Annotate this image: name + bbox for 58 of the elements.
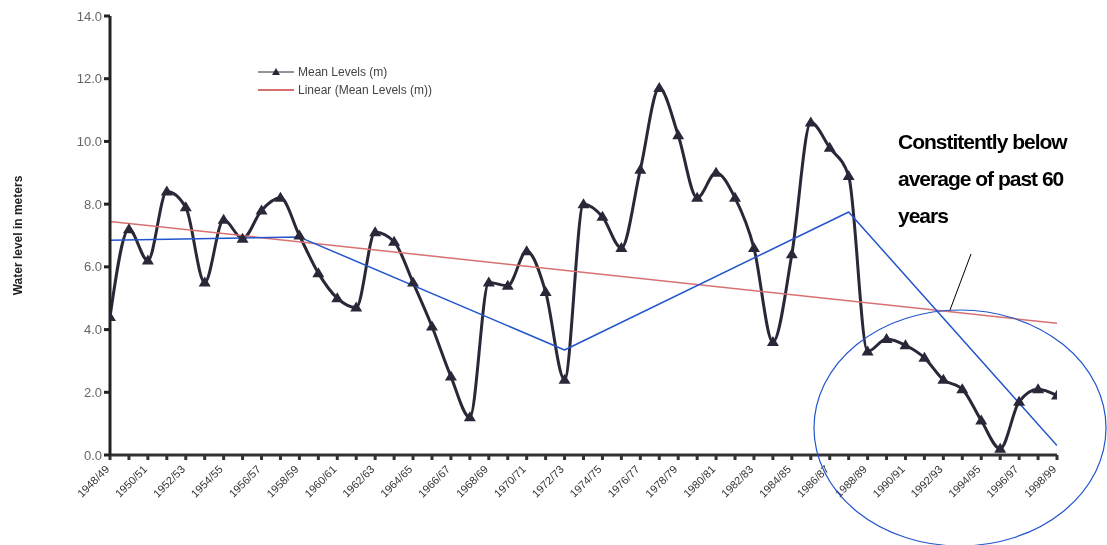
point (388, 235, 401, 246)
y-tick-label: 10.0 (76, 134, 102, 150)
point (558, 373, 571, 384)
point (236, 232, 249, 243)
point (407, 276, 420, 287)
point (501, 279, 514, 290)
point (425, 320, 438, 331)
point (198, 276, 211, 287)
point (520, 245, 533, 256)
point (615, 242, 628, 253)
point (141, 254, 154, 265)
point (331, 292, 344, 303)
point (160, 185, 173, 196)
point (539, 285, 552, 296)
point (994, 442, 1007, 453)
point (653, 82, 666, 93)
point (975, 414, 988, 425)
legend-label: Linear (Mean Levels (m)) (298, 82, 433, 99)
point (956, 383, 969, 394)
point (350, 301, 363, 312)
y-tick-label: 12.0 (76, 71, 102, 87)
point (444, 370, 457, 381)
line-series (110, 211, 1057, 447)
y-tick-label: 14.0 (76, 8, 102, 24)
annotation: Constitently below average of past 60 years (898, 129, 1069, 229)
point (861, 345, 874, 356)
y-tick-label: 4.0 (83, 322, 102, 338)
point (899, 339, 912, 350)
y-tick-label: 8.0 (83, 196, 102, 212)
point (785, 248, 798, 259)
point (255, 204, 268, 215)
point (672, 129, 685, 140)
point (369, 226, 382, 237)
point (1013, 395, 1026, 406)
y-tick-label: 6.0 (83, 259, 102, 275)
y-tick-label: 0.0 (83, 447, 102, 463)
point (482, 276, 495, 287)
point (634, 163, 647, 174)
point (179, 201, 192, 212)
point (747, 242, 760, 253)
point (823, 141, 836, 152)
y-tick-label: 2.0 (83, 384, 102, 400)
point (577, 198, 590, 209)
y-axis-title: Water level in meters (11, 175, 26, 296)
point (729, 191, 742, 202)
point (918, 351, 931, 362)
legend-label: Mean Levels (m) (298, 64, 388, 81)
point (312, 267, 325, 278)
point (1032, 383, 1045, 394)
point (842, 169, 855, 180)
point (596, 210, 609, 221)
point (122, 223, 135, 234)
point (463, 411, 476, 422)
point (691, 191, 704, 202)
point (293, 229, 306, 240)
point (217, 213, 230, 224)
point (274, 191, 287, 202)
point (766, 336, 779, 347)
